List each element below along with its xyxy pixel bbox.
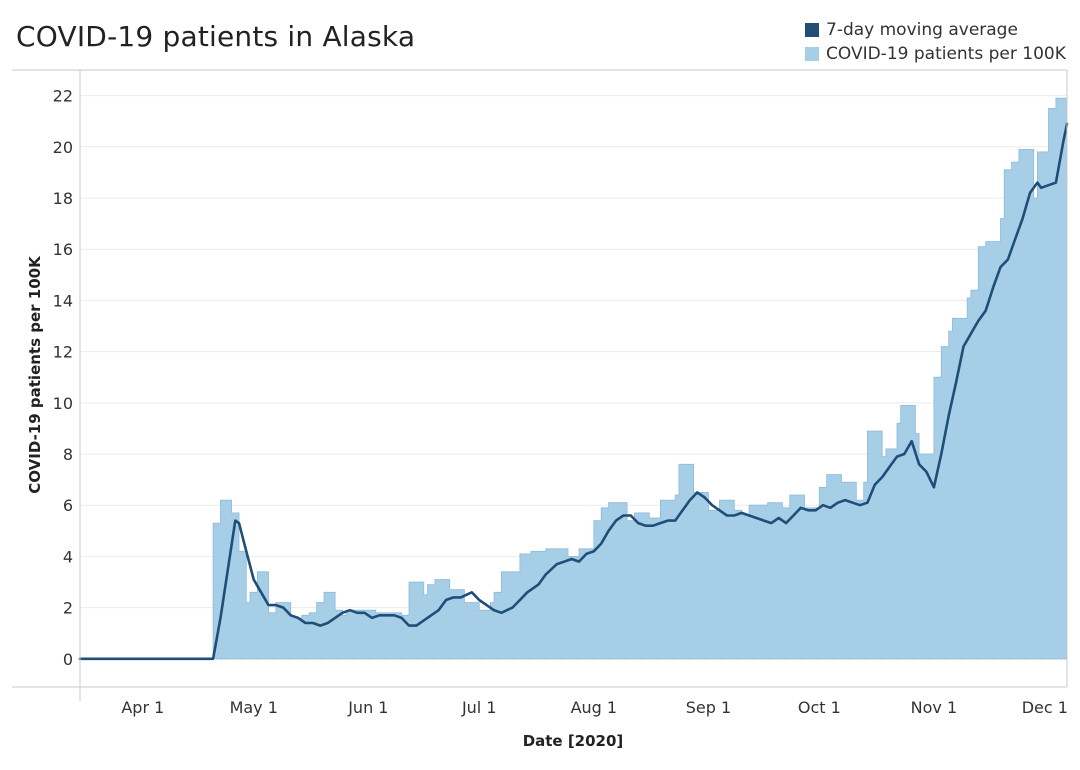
x-axis-ticks: Apr 1 May 1 Jun 1 Jul 1 Aug 1 Sep 1 Oct 1 Nov 1…	[121, 698, 1068, 717]
y-tick-label: 18	[53, 189, 73, 208]
moving-average-line	[78, 122, 1069, 661]
x-axis-title: Date [2020]	[523, 732, 624, 750]
x-tick-label: Nov 1	[911, 698, 958, 717]
x-tick-label: Aug 1	[571, 698, 618, 717]
line-series	[78, 122, 1069, 661]
y-tick-label: 2	[63, 599, 73, 618]
area-series	[80, 97, 1068, 660]
legend-swatch-patients	[805, 47, 819, 61]
patients-area	[80, 97, 1068, 660]
y-tick-label: 12	[53, 343, 73, 362]
y-tick-label: 14	[53, 291, 73, 310]
legend-label-patients: COVID-19 patients per 100K	[826, 44, 1066, 64]
x-tick-label: Jul 1	[461, 698, 497, 717]
y-tick-label: 0	[63, 650, 73, 669]
y-tick-label: 16	[53, 240, 73, 259]
chart-title: COVID-19 patients in Alaska	[16, 20, 416, 53]
plot-frame	[12, 69, 1068, 701]
y-tick-label: 22	[53, 87, 73, 106]
legend-swatch-moving-average	[805, 23, 819, 37]
x-tick-label: Sep 1	[686, 698, 731, 717]
x-tick-label: Apr 1	[121, 698, 164, 717]
y-tick-label: 10	[53, 394, 73, 413]
legend-item-moving-average[interactable]: 7-day moving average	[805, 18, 1066, 42]
y-axis-title: COVID-19 patients per 100K	[26, 255, 44, 494]
y-tick-label: 4	[63, 547, 73, 566]
x-tick-label: Oct 1	[798, 698, 841, 717]
y-tick-label: 8	[63, 445, 73, 464]
y-tick-label: 6	[63, 496, 73, 515]
legend: 7-day moving average COVID-19 patients p…	[805, 18, 1066, 66]
legend-item-patients[interactable]: COVID-19 patients per 100K	[805, 42, 1066, 66]
x-tick-label: May 1	[230, 698, 278, 717]
legend-label-moving-average: 7-day moving average	[826, 20, 1018, 40]
x-tick-label: Jun 1	[347, 698, 388, 717]
y-axis-ticks: 0 2 4 6 8 10 12 14 16 18 20 22	[53, 87, 73, 669]
y-tick-label: 20	[53, 138, 73, 157]
x-tick-label: Dec 1	[1022, 698, 1068, 717]
